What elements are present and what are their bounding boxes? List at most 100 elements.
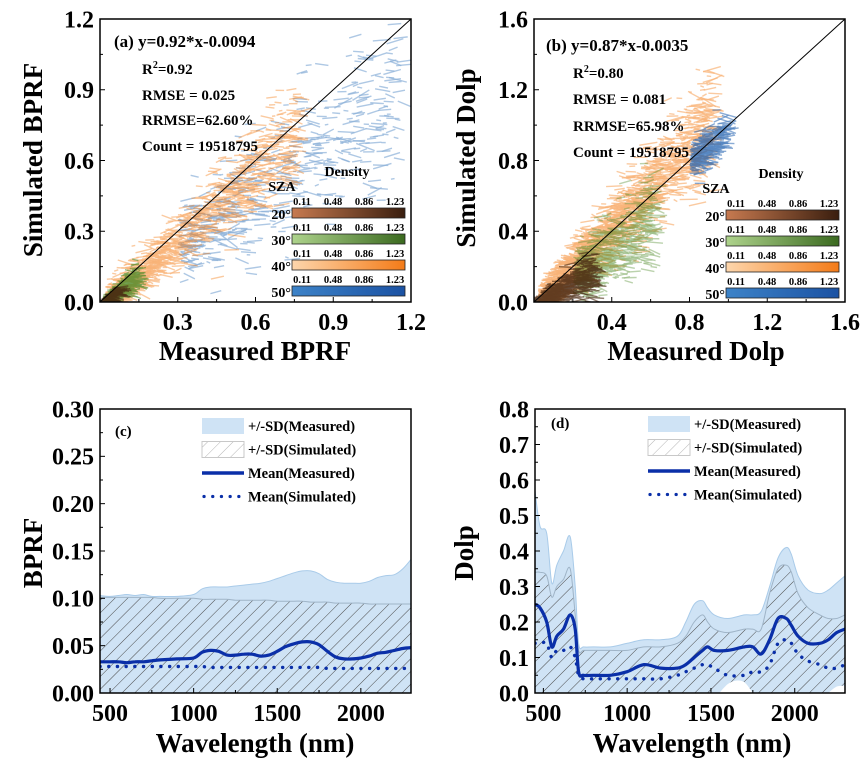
scatter-point — [638, 206, 654, 210]
scatter-point — [210, 194, 216, 198]
scatter-point — [362, 182, 378, 190]
scatter-point — [170, 237, 185, 240]
scatter-point — [216, 217, 221, 221]
scatter-point — [278, 157, 292, 162]
scatter-point — [229, 186, 239, 190]
scatter-point — [616, 245, 632, 249]
scatter-point — [358, 79, 374, 85]
scatter-point — [604, 265, 619, 269]
scatter-point — [221, 214, 238, 224]
scatter-point — [573, 241, 583, 245]
scatter-point — [627, 189, 633, 192]
scatter-point — [202, 231, 220, 235]
scatter-point — [600, 241, 613, 244]
colorbar-tick-label: 0.86 — [789, 251, 807, 262]
scatter-point — [692, 156, 707, 158]
scatter-point — [219, 238, 237, 241]
scatter-point — [655, 206, 661, 210]
scatter-point — [370, 102, 384, 105]
scatter-point — [604, 251, 615, 254]
scatter-point — [266, 169, 273, 173]
scatter-point — [653, 163, 669, 166]
scatter-point — [234, 203, 248, 208]
scatter-point — [581, 235, 601, 240]
scatter-point — [721, 125, 735, 130]
scatter-point — [617, 266, 625, 270]
scatter-point — [211, 228, 226, 231]
scatter-point — [192, 217, 204, 221]
y-axis-title-d: Dolp — [449, 525, 479, 581]
scatter-point — [616, 211, 629, 219]
scatter-point — [169, 257, 184, 265]
scatter-point — [341, 158, 350, 163]
scatter-point — [216, 185, 228, 189]
scatter-point — [538, 284, 550, 287]
scatter-point — [573, 239, 590, 244]
scatter-point — [648, 177, 668, 182]
scatter-point — [104, 298, 111, 302]
scatter-point — [585, 247, 596, 252]
scatter-point — [188, 234, 207, 238]
scatter-point — [248, 157, 260, 164]
scatter-point — [303, 204, 313, 208]
scatter-point — [323, 158, 332, 162]
scatter-point — [586, 241, 600, 248]
scatter-point — [240, 186, 256, 190]
scatter-point — [708, 115, 723, 120]
scatter-point — [288, 180, 299, 186]
scatter-point — [661, 145, 667, 148]
scatter-point — [638, 218, 645, 221]
scatter-point — [215, 201, 222, 204]
scatter-point — [624, 226, 631, 230]
scatter-point — [631, 203, 645, 207]
panel-d: 0.00.10.20.30.40.50.60.70.8 500 1000 1500 2… — [449, 397, 846, 758]
scatter-point — [365, 141, 382, 145]
legend-label: +/-SD(Measured) — [694, 417, 801, 433]
y-tick-label: 0.4 — [499, 539, 529, 565]
scatter-point — [300, 71, 308, 74]
scatter-point — [645, 222, 656, 226]
scatter-point — [293, 107, 313, 114]
scatter-point — [290, 139, 303, 143]
scatter-point — [644, 184, 654, 187]
scatter-point — [178, 241, 191, 244]
colorbar-tick-label: 0.48 — [758, 277, 776, 288]
scatter-point — [217, 197, 236, 205]
scatter-point — [589, 244, 607, 252]
scatter-point — [591, 213, 609, 225]
scatter-point — [582, 252, 597, 256]
scatter-point — [670, 173, 689, 179]
scatter-point — [251, 143, 268, 148]
scatter-point — [602, 261, 616, 269]
scatter-point — [337, 170, 345, 174]
scatter-point — [622, 203, 632, 206]
scatter-point — [337, 130, 355, 134]
scatter-point — [284, 173, 292, 177]
scatter-point — [158, 240, 164, 243]
scatter-point — [678, 158, 688, 161]
scatter-point — [548, 271, 561, 274]
scatter-point — [147, 259, 164, 264]
scatter-point — [708, 92, 723, 95]
scatter-point — [148, 261, 165, 264]
scatter-point — [693, 142, 709, 146]
scatter-point — [670, 145, 679, 150]
scatter-point — [588, 235, 600, 240]
scatter-point — [393, 36, 408, 40]
scatter-point — [627, 191, 639, 198]
scatter-point — [228, 194, 245, 198]
scatter-point — [289, 127, 302, 133]
scatter-point — [234, 203, 243, 206]
scatter-point — [630, 255, 645, 262]
scatter-point — [601, 266, 613, 273]
scatter-point — [235, 166, 252, 170]
scatter-point — [268, 123, 280, 128]
scatter-point — [231, 190, 246, 198]
scatter-point — [702, 101, 707, 104]
scatter-point — [605, 249, 614, 253]
sza-label: 20° — [271, 208, 291, 223]
scatter-point — [677, 153, 683, 156]
scatter-point — [597, 230, 616, 234]
scatter-point — [639, 191, 655, 196]
